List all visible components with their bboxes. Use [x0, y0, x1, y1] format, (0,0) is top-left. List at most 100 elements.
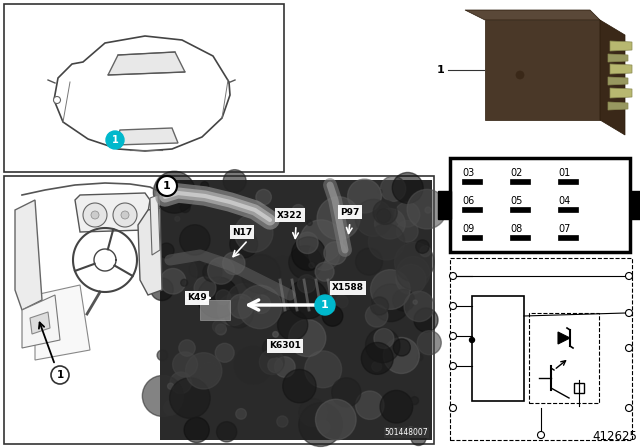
Circle shape — [262, 338, 282, 358]
Circle shape — [236, 409, 246, 419]
Bar — [558, 235, 578, 240]
Bar — [558, 179, 578, 184]
Circle shape — [356, 391, 384, 419]
Circle shape — [449, 362, 456, 370]
Bar — [462, 179, 482, 184]
Circle shape — [234, 214, 273, 252]
Polygon shape — [138, 208, 162, 295]
Circle shape — [215, 343, 234, 362]
Polygon shape — [15, 200, 42, 310]
Circle shape — [150, 278, 173, 301]
Circle shape — [371, 297, 388, 315]
Circle shape — [392, 172, 423, 203]
Text: 05: 05 — [510, 196, 522, 206]
Text: 412625: 412625 — [592, 430, 637, 443]
Polygon shape — [115, 128, 178, 145]
Circle shape — [416, 240, 429, 253]
Circle shape — [374, 328, 394, 349]
Circle shape — [317, 420, 330, 434]
Circle shape — [198, 362, 220, 383]
Polygon shape — [608, 102, 628, 110]
Circle shape — [625, 345, 632, 352]
Circle shape — [223, 252, 245, 275]
Circle shape — [209, 300, 218, 308]
Circle shape — [396, 264, 426, 294]
Bar — [450, 158, 630, 252]
Circle shape — [227, 284, 261, 317]
Circle shape — [168, 383, 173, 389]
Circle shape — [278, 310, 308, 340]
Circle shape — [449, 332, 456, 340]
Circle shape — [365, 328, 400, 363]
Circle shape — [332, 378, 361, 407]
Circle shape — [299, 399, 327, 426]
Bar — [630, 191, 640, 219]
Circle shape — [324, 242, 347, 265]
Circle shape — [288, 279, 328, 319]
Circle shape — [241, 254, 280, 293]
Circle shape — [186, 353, 222, 389]
Polygon shape — [610, 88, 632, 98]
Circle shape — [207, 258, 234, 284]
Circle shape — [396, 220, 418, 242]
Polygon shape — [150, 195, 160, 255]
Text: P97: P97 — [340, 207, 360, 216]
Text: 04: 04 — [558, 196, 570, 206]
Circle shape — [170, 378, 210, 418]
Circle shape — [372, 284, 410, 322]
Circle shape — [230, 230, 258, 258]
Circle shape — [113, 203, 137, 227]
Text: X1588: X1588 — [332, 284, 364, 293]
Text: 1: 1 — [321, 300, 329, 310]
Circle shape — [309, 263, 314, 268]
Circle shape — [417, 354, 423, 361]
Circle shape — [356, 248, 383, 275]
Circle shape — [414, 308, 438, 332]
Polygon shape — [465, 10, 600, 20]
PathPatch shape — [54, 36, 230, 151]
Circle shape — [411, 430, 426, 445]
Circle shape — [305, 351, 342, 388]
Circle shape — [395, 202, 420, 227]
Circle shape — [298, 275, 316, 293]
Bar — [462, 207, 482, 212]
Text: 01: 01 — [558, 168, 570, 178]
Bar — [160, 180, 432, 440]
Circle shape — [380, 176, 406, 202]
Bar — [574, 383, 584, 393]
Text: 1: 1 — [436, 65, 444, 75]
Circle shape — [625, 310, 632, 316]
Circle shape — [106, 131, 124, 149]
Text: K49: K49 — [187, 293, 207, 302]
Circle shape — [238, 285, 282, 329]
Circle shape — [289, 246, 323, 279]
Circle shape — [393, 339, 410, 356]
Bar — [529, 313, 599, 403]
Circle shape — [276, 416, 288, 427]
Circle shape — [374, 208, 405, 239]
Circle shape — [160, 268, 186, 294]
Circle shape — [299, 403, 342, 446]
Circle shape — [54, 96, 61, 103]
Text: 1: 1 — [163, 181, 171, 191]
Polygon shape — [558, 332, 570, 344]
Circle shape — [180, 225, 210, 255]
Text: K6301: K6301 — [269, 341, 301, 350]
Bar — [558, 207, 578, 212]
Circle shape — [317, 197, 360, 240]
Text: 501448007: 501448007 — [385, 428, 428, 437]
Circle shape — [407, 190, 447, 229]
Circle shape — [216, 324, 227, 335]
Circle shape — [164, 400, 179, 415]
Circle shape — [256, 190, 271, 205]
Circle shape — [380, 390, 413, 423]
Circle shape — [369, 224, 404, 260]
Circle shape — [180, 279, 188, 286]
Circle shape — [159, 243, 174, 258]
Circle shape — [142, 375, 184, 417]
Circle shape — [300, 220, 342, 263]
Polygon shape — [30, 312, 50, 334]
Text: 02: 02 — [510, 168, 522, 178]
Polygon shape — [35, 285, 90, 360]
Circle shape — [365, 305, 388, 327]
